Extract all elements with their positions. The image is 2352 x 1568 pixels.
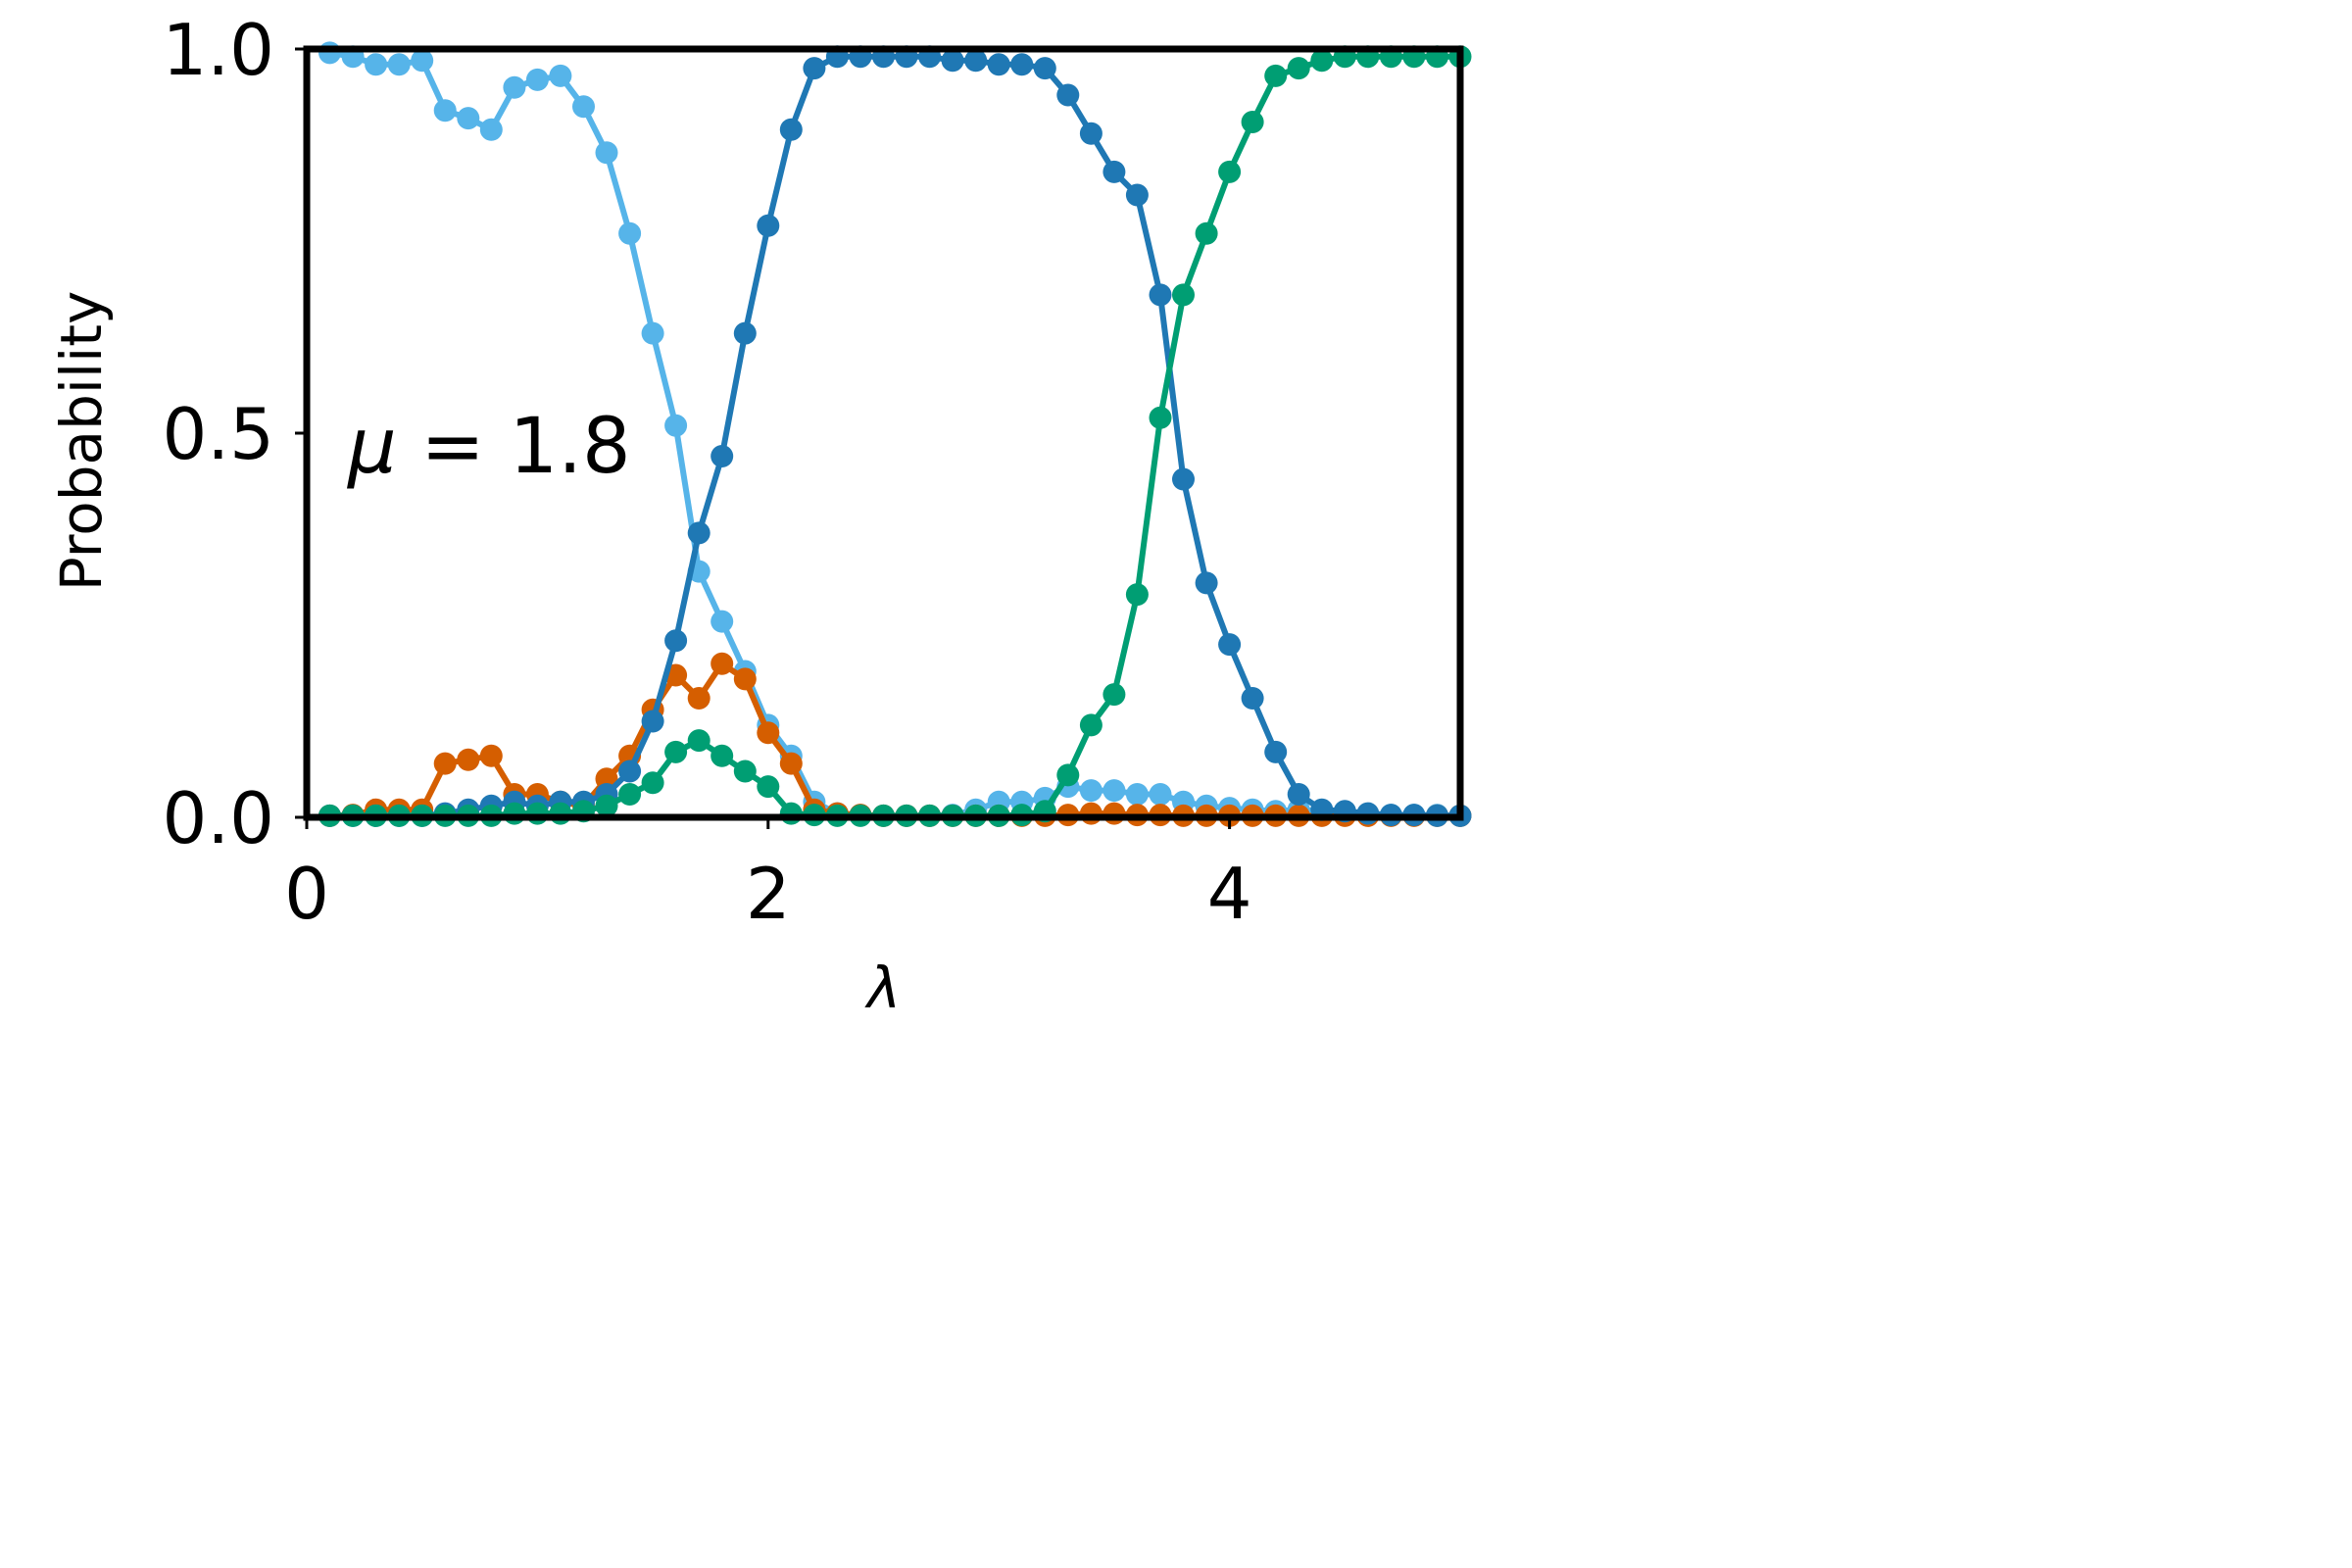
series-3-point [687, 729, 710, 753]
x-tick-label: 0 [284, 853, 329, 935]
series-2-point [1102, 160, 1126, 183]
y-axis-label: Probability [48, 291, 115, 592]
series-2-point [687, 521, 710, 545]
series-3-point [1287, 57, 1310, 80]
series-2-point [1033, 57, 1056, 80]
series-3-point [618, 783, 642, 806]
x-axis-label: λ [864, 955, 901, 1014]
series-2-point [757, 214, 780, 237]
series-2-point [1056, 83, 1080, 107]
series-3-point [1264, 64, 1288, 87]
series-2-point [1149, 283, 1172, 307]
series-2-point [1172, 467, 1195, 491]
series-1-point [1079, 802, 1102, 825]
series-3-point [549, 802, 572, 825]
series-1-point [479, 744, 503, 767]
series-3-point [595, 794, 618, 817]
series-3-point [1218, 160, 1242, 183]
series-3-point [664, 740, 688, 763]
x-tick-label: 2 [746, 853, 791, 935]
series-2-point [1079, 122, 1102, 145]
series-3-point [1056, 763, 1080, 787]
series-1-point [687, 687, 710, 710]
series-1-point [779, 752, 803, 775]
series-0-point [1125, 783, 1149, 806]
series-0-point [365, 53, 388, 76]
axes-layer: 0 2 4 0.0 0.5 1.0 [162, 9, 1251, 935]
series-0-point [479, 118, 503, 141]
series-3-point [1241, 111, 1264, 133]
series-0-point [618, 221, 642, 245]
series-0-point [641, 321, 664, 345]
series-3-point [733, 760, 757, 783]
series-1-point [457, 748, 480, 771]
series-2-point [618, 760, 642, 783]
y-tick-label: 1.0 [162, 9, 274, 91]
series-0-point [572, 95, 595, 119]
series-2-point [664, 629, 688, 653]
series-1-point [433, 752, 457, 775]
series-2-point [1287, 783, 1310, 806]
series-3-point [1195, 221, 1218, 245]
series-2-point [1125, 183, 1149, 207]
series-3-point [1172, 283, 1195, 307]
x-tick-label: 4 [1207, 853, 1252, 935]
series-2-point [1195, 571, 1218, 595]
series-3-point [525, 802, 549, 825]
y-tick-label: 0.5 [162, 393, 274, 475]
series-3-point [779, 802, 803, 825]
mu-value: = 1.8 [397, 403, 631, 491]
series-0-point [664, 414, 688, 437]
series-2-point [941, 49, 964, 73]
series-2-point [641, 710, 664, 733]
series-2-point [964, 49, 988, 73]
series-2-point [1218, 633, 1242, 657]
series-2-point [733, 321, 757, 345]
series-0-point [1149, 783, 1172, 806]
series-2-point [1264, 740, 1288, 763]
series-0-point [411, 49, 434, 73]
series-0-point [595, 141, 618, 165]
series-2-point [1356, 802, 1380, 825]
series-3-point [641, 771, 664, 795]
probability-line-chart: 0 2 4 0.0 0.5 1.0 λ Probability μ = 1.8 [48, 9, 1472, 1014]
series-2-point [779, 118, 803, 141]
series-0-point [318, 41, 341, 65]
series-0-point [525, 68, 549, 91]
series-2-point [987, 53, 1010, 76]
series-0-point [503, 75, 526, 99]
series-1-point [1102, 802, 1126, 825]
series-3-point [757, 775, 780, 799]
series-3-point [1102, 683, 1126, 707]
series-0-point [1102, 779, 1126, 803]
series-2-point [1241, 687, 1264, 710]
series-3-point [710, 744, 734, 767]
series-1-point [710, 652, 734, 675]
mu-symbol: μ [346, 403, 397, 491]
series-0-point [549, 64, 572, 87]
series-0-point [387, 53, 411, 76]
series-2-point [803, 57, 826, 80]
series-0-point [457, 107, 480, 130]
y-tick-label: 0.0 [162, 777, 274, 859]
series-1-point [733, 667, 757, 691]
series-3-point [1079, 713, 1102, 737]
chart-container: 0 2 4 0.0 0.5 1.0 λ Probability μ = 1.8 [0, 0, 1521, 1014]
series-0-point [1079, 779, 1102, 803]
series-2-point [710, 445, 734, 467]
series-2-point [1010, 53, 1034, 76]
series-0-point [433, 99, 457, 122]
series-0-point [710, 610, 734, 633]
series-3-point [1310, 49, 1334, 73]
mu-annotation: μ = 1.8 [346, 403, 631, 491]
series-3-point [503, 802, 526, 825]
series-1-point [757, 721, 780, 745]
series-3-point [1149, 406, 1172, 429]
series-3-point [1125, 583, 1149, 607]
